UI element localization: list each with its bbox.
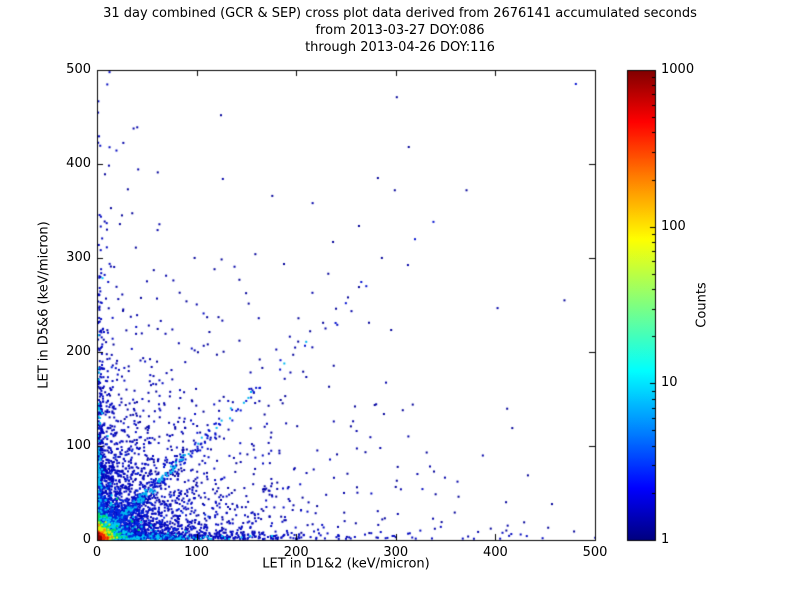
x-axis-label: LET in D1&2 (keV/micron) bbox=[262, 556, 430, 572]
colorbar-label: Counts bbox=[694, 282, 710, 328]
x-tick-label: 200 bbox=[283, 545, 309, 560]
y-tick-label: 500 bbox=[66, 62, 91, 77]
x-tick-label: 400 bbox=[482, 545, 508, 560]
x-tick-label: 500 bbox=[582, 545, 608, 560]
x-tick-label: 300 bbox=[383, 545, 409, 560]
y-tick-label: 0 bbox=[82, 532, 91, 547]
x-tick-label: 100 bbox=[184, 545, 210, 560]
y-tick-label: 300 bbox=[66, 250, 91, 265]
colorbar-tick-label: 10 bbox=[661, 375, 678, 391]
colorbar-tick-label: 100 bbox=[661, 218, 686, 234]
y-tick-label: 200 bbox=[66, 344, 91, 359]
colorbar-tick-label: 1 bbox=[661, 532, 670, 547]
colorbar-tick-label: 1000 bbox=[661, 62, 695, 77]
y-tick-label: 400 bbox=[66, 156, 91, 171]
y-tick-label: 100 bbox=[66, 438, 91, 453]
x-tick-label: 0 bbox=[92, 545, 102, 560]
y-axis-label: LET in D5&6 (keV/micron) bbox=[36, 221, 52, 389]
